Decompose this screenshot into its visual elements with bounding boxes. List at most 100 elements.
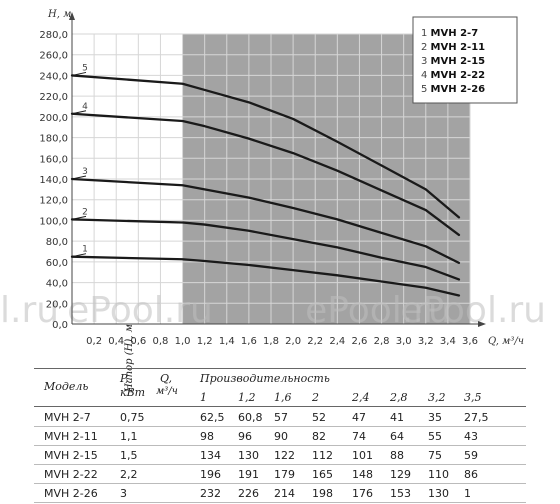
curve-number-label: 2 (82, 207, 88, 217)
flow-values-row: 1 1,2 1,6 2 2,4 2,8 3,2 3,5 (34, 388, 526, 406)
head-value-cell: 226 (238, 487, 259, 500)
head-value-cell: 196 (200, 468, 221, 481)
x-tick-label: 2,4 (329, 336, 345, 347)
power-cell: 3 (120, 487, 127, 500)
flow-value: 1 (200, 391, 207, 404)
x-tick-label: 2,2 (307, 336, 323, 347)
legend-number: 5 (421, 84, 431, 95)
legend-entry: 5 MVH 2-26 (421, 84, 485, 95)
x-axis-title: Q, м³/ч (488, 336, 524, 347)
row-rule (34, 483, 526, 484)
model-cell: MVH 2-15 (44, 449, 98, 462)
x-tick-label: 2,8 (374, 336, 390, 347)
y-tick-label: 200,0 (39, 113, 68, 124)
performance-header: Производительность (200, 372, 330, 385)
flow-value: 2,4 (352, 391, 370, 404)
x-tick-label: 3,6 (462, 336, 478, 347)
curve-2 (70, 218, 461, 281)
x-tick-label: 1,2 (197, 336, 213, 347)
curve-leader (71, 253, 87, 258)
head-value-cell: 1 (464, 487, 471, 500)
head-value-cell: 86 (464, 468, 478, 481)
watermark-text: ePool.ru (67, 290, 213, 331)
legend-model: MVH 2-7 (431, 28, 479, 39)
legend-model: MVH 2-22 (431, 70, 486, 81)
curve-1 (70, 255, 461, 297)
head-value-cell: 74 (352, 430, 366, 443)
row-rule (34, 502, 526, 503)
row-rule (34, 464, 526, 465)
curve-number-label: 5 (82, 63, 88, 73)
head-value-cell: 110 (428, 468, 449, 481)
y-tick-label: 140,0 (39, 175, 68, 186)
flow-value: 1,6 (274, 391, 292, 404)
head-value-cell: 96 (238, 430, 252, 443)
power-cell: 0,75 (120, 411, 145, 424)
head-value-cell: 122 (274, 449, 295, 462)
y-tick-label: 100,0 (39, 216, 68, 227)
x-tick-label: 0,2 (86, 336, 102, 347)
legend-model: MVH 2-15 (431, 56, 486, 67)
legend-model: MVH 2-11 (431, 42, 486, 53)
x-tick-label: 3,4 (440, 336, 456, 347)
curve-4 (70, 112, 461, 237)
model-cell: MVH 2-26 (44, 487, 98, 500)
flow-value: 3,5 (464, 391, 482, 404)
x-tick-label: 0,6 (130, 336, 146, 347)
row-rule (34, 445, 526, 446)
head-value-cell: 179 (274, 468, 295, 481)
table-row: MVH 2-11 1,1 98 96 90 82 74 64 55 43 (34, 427, 526, 445)
head-value-cell: 62,5 (200, 411, 225, 424)
curve-3 (70, 177, 461, 265)
table-row: MVH 2-7 0,75 62,5 60,8 57 52 47 41 35 27,5 (34, 408, 526, 426)
head-value-cell: 129 (390, 468, 411, 481)
head-value-cell: 90 (274, 430, 288, 443)
head-value-cell: 47 (352, 411, 366, 424)
y-axis-title: H, м (47, 9, 71, 20)
head-value-cell: 88 (390, 449, 404, 462)
y-tick-label: 180,0 (39, 134, 68, 145)
head-value-cell: 165 (312, 468, 333, 481)
table-row: MVH 2-26 3 232 226 214 198 176 153 130 1 (34, 484, 526, 502)
legend-entry: 3 MVH 2-15 (421, 56, 485, 67)
head-value-cell: 35 (428, 411, 442, 424)
y-axis-arrow (69, 12, 75, 20)
pump-curve-chart: l.ru ePool.ru ePool.ruePool.ru0,020,040,06… (0, 9, 546, 347)
head-value-cell: 41 (390, 411, 404, 424)
legend-box (412, 16, 518, 104)
curve-number-label: 1 (82, 245, 88, 255)
y-tick-label: 160,0 (39, 154, 68, 165)
head-value-cell: 98 (200, 430, 214, 443)
legend-number: 4 (421, 70, 431, 81)
power-header: P, (120, 372, 129, 385)
head-value-cell: 214 (274, 487, 295, 500)
flow-unit: м³/ч (156, 386, 178, 397)
model-header: Модель (44, 380, 89, 393)
y-tick-label: 120,0 (39, 196, 68, 207)
curve-leader (71, 215, 87, 220)
head-value-cell: 153 (390, 487, 411, 500)
table-row: MVH 2-15 1,5 134 130 122 112 101 88 75 59 (34, 446, 526, 464)
y-tick-label: 240,0 (39, 71, 68, 82)
table-header-rule (34, 406, 526, 407)
legend-number: 2 (421, 42, 431, 53)
power-cell: 2,2 (120, 468, 138, 481)
legend-entry: 2 MVH 2-11 (421, 42, 485, 53)
model-cell: MVH 2-22 (44, 468, 98, 481)
head-value-cell: 60,8 (238, 411, 263, 424)
flow-value: 3,2 (428, 391, 446, 404)
legend-number: 3 (421, 56, 431, 67)
x-axis-arrow (478, 321, 486, 327)
x-tick-label: 0,4 (108, 336, 124, 347)
y-tick-label: 80,0 (46, 237, 68, 248)
x-tick-label: 1,0 (175, 336, 191, 347)
x-tick-label: 1,8 (263, 336, 279, 347)
x-tick-label: 2,0 (285, 336, 301, 347)
head-value-cell: 176 (352, 487, 373, 500)
x-tick-label: 2,6 (351, 336, 367, 347)
y-tick-label: 0,0 (52, 320, 68, 331)
head-value-cell: 134 (200, 449, 221, 462)
y-tick-label: 40,0 (46, 279, 68, 290)
flow-value: 2,8 (390, 391, 408, 404)
power-cell: 1,5 (120, 449, 138, 462)
